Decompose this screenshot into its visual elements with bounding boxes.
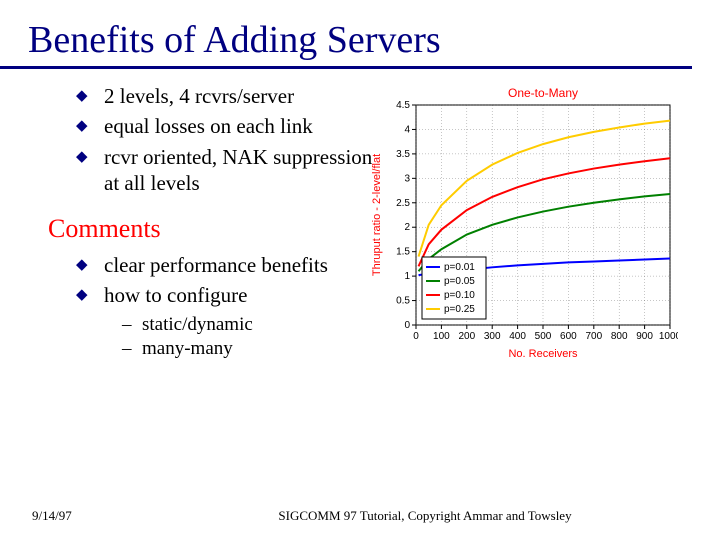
svg-text:2: 2 [404,222,410,233]
svg-text:1.5: 1.5 [396,247,410,258]
svg-text:3: 3 [404,173,410,184]
svg-text:Thruput ratio - 2-level/flat: Thruput ratio - 2-level/flat [371,154,383,276]
svg-text:No. Receivers: No. Receivers [508,348,578,360]
svg-text:p=0.25: p=0.25 [444,304,475,315]
svg-text:600: 600 [560,331,577,342]
svg-text:2.5: 2.5 [396,198,410,209]
footer: 9/14/97 SIGCOMM 97 Tutorial, Copyright A… [0,508,720,524]
bullet-item: how to configure [48,282,378,308]
svg-text:100: 100 [433,331,450,342]
svg-text:800: 800 [611,331,628,342]
svg-text:500: 500 [535,331,552,342]
footer-credit: SIGCOMM 97 Tutorial, Copyright Ammar and… [170,508,720,524]
svg-text:400: 400 [509,331,526,342]
left-column: 2 levels, 4 rcvrs/server equal losses on… [48,83,378,363]
svg-text:p=0.01: p=0.01 [444,262,475,273]
svg-text:200: 200 [458,331,475,342]
svg-text:1000: 1000 [659,331,678,342]
svg-text:p=0.10: p=0.10 [444,290,475,301]
svg-text:300: 300 [484,331,501,342]
svg-text:1: 1 [404,271,410,282]
svg-text:One-to-Many: One-to-Many [508,86,578,100]
comments-heading: Comments [48,214,378,244]
svg-text:3.5: 3.5 [396,149,410,160]
content-row: 2 levels, 4 rcvrs/server equal losses on… [0,83,720,363]
chart-container: One-to-Many 0 100 200 300 400 500 600 700 800 900 1… [368,83,678,363]
svg-text:4: 4 [404,124,410,135]
svg-text:0: 0 [413,331,419,342]
footer-date: 9/14/97 [0,508,170,524]
sub-bullet-item: many-many [48,337,378,362]
slide-title: Benefits of Adding Servers [0,0,692,69]
top-bullet-list: 2 levels, 4 rcvrs/server equal losses on… [48,83,378,196]
bullet-item: rcvr oriented, NAK suppression at all le… [48,144,378,197]
sub-bullet-item: static/dynamic [48,313,378,338]
svg-text:0: 0 [404,320,410,331]
svg-text:p=0.05: p=0.05 [444,276,475,287]
mid-bullet-list: clear performance benefits how to config… [48,252,378,309]
svg-text:900: 900 [636,331,653,342]
bullet-item: 2 levels, 4 rcvrs/server [48,83,378,109]
bullet-item: equal losses on each link [48,113,378,139]
throughput-chart: One-to-Many 0 100 200 300 400 500 600 700 800 900 1… [368,83,678,363]
svg-text:700: 700 [585,331,602,342]
svg-text:4.5: 4.5 [396,100,410,111]
svg-text:0.5: 0.5 [396,296,410,307]
bullet-item: clear performance benefits [48,252,378,278]
